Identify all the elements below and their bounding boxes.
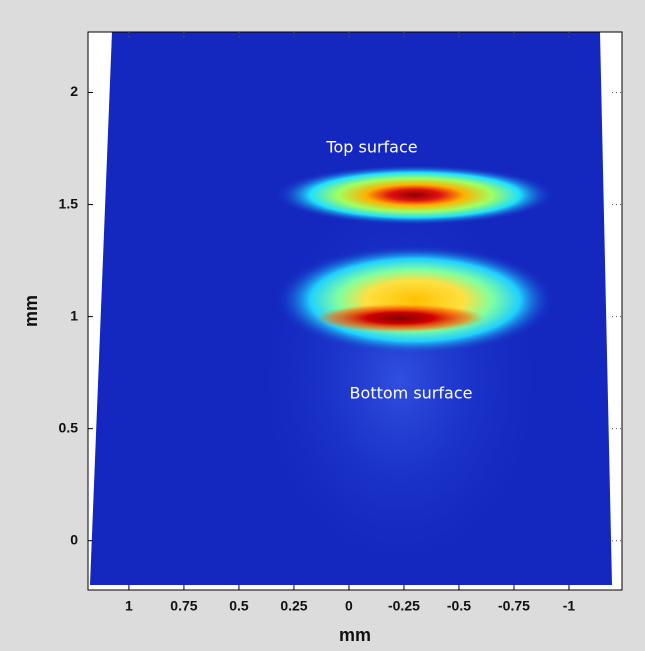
y-tick-label: 0.5 xyxy=(59,419,79,435)
heatmap-bottom-blob xyxy=(275,245,555,355)
heatmap xyxy=(90,32,612,585)
x-tick-label: -1 xyxy=(563,598,576,614)
annotation: Top surface xyxy=(325,138,417,157)
x-tick-label: 0.75 xyxy=(170,598,197,614)
x-tick-label: 0 xyxy=(345,598,353,614)
x-tick-label: -0.25 xyxy=(388,598,420,614)
x-tick-label: 0.5 xyxy=(229,598,249,614)
annotation: Bottom surface xyxy=(350,384,473,403)
y-axis-label: mm xyxy=(21,295,41,327)
y-tick-label: 1 xyxy=(70,307,78,323)
x-tick-label: -0.5 xyxy=(447,598,471,614)
y-tick-label: 1.5 xyxy=(59,195,79,211)
heatmap-glow xyxy=(250,180,550,580)
y-tick-label: 0 xyxy=(70,531,78,547)
x-tick-label: 0.25 xyxy=(280,598,307,614)
x-axis-label: mm xyxy=(339,625,371,645)
y-tick-label: 2 xyxy=(70,83,78,99)
figure: Top surface Bottom surface mm mm 1 0.75 0.… xyxy=(0,0,645,651)
x-tick-label: 1 xyxy=(125,598,133,614)
heatmap-bottom-core xyxy=(315,304,485,332)
x-tick-label: -0.75 xyxy=(498,598,530,614)
heatmap-top-blob xyxy=(275,165,555,225)
